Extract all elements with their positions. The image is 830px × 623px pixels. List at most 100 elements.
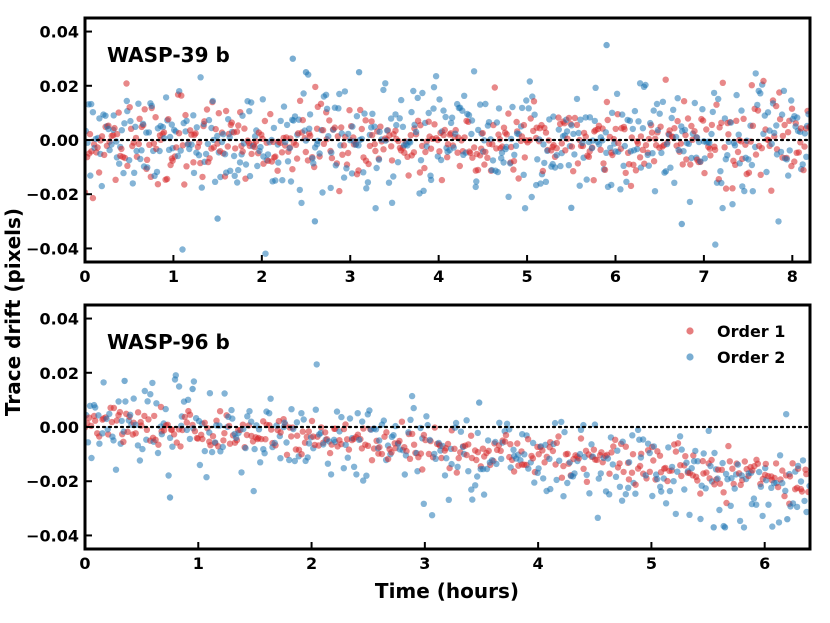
- data-point-2: [227, 167, 234, 174]
- data-point-1: [224, 143, 231, 150]
- data-point-1: [524, 436, 532, 443]
- data-point-2: [635, 118, 642, 125]
- data-point-2: [678, 220, 685, 228]
- data-point-2: [221, 151, 229, 158]
- data-point-2: [551, 419, 559, 427]
- data-point-2: [667, 164, 674, 171]
- data-point-2: [650, 107, 657, 114]
- data-point-2: [794, 462, 802, 470]
- data-point-1: [656, 452, 664, 459]
- data-point-2: [195, 152, 203, 159]
- data-point-2: [184, 396, 192, 403]
- y-tick-label: −0.02: [26, 185, 79, 204]
- data-point-2: [571, 151, 578, 158]
- data-point-2: [541, 159, 548, 167]
- data-point-1: [711, 146, 719, 153]
- data-point-1: [687, 161, 694, 168]
- data-point-2: [534, 156, 541, 163]
- data-point-2: [639, 436, 647, 443]
- x-tick-label: 6: [610, 267, 621, 286]
- data-point-1: [590, 177, 597, 184]
- data-point-2: [300, 416, 307, 423]
- data-point-2: [246, 172, 254, 180]
- data-point-1: [451, 445, 458, 452]
- data-point-1: [421, 164, 428, 172]
- data-point-1: [558, 474, 566, 481]
- data-point-1: [384, 455, 392, 463]
- data-point-1: [719, 79, 726, 87]
- data-point-2: [620, 162, 627, 169]
- data-point-2: [316, 150, 323, 157]
- data-point-2: [722, 470, 730, 478]
- data-point-2: [103, 415, 110, 423]
- data-point-2: [175, 383, 183, 390]
- data-point-1: [444, 154, 451, 161]
- data-point-1: [565, 114, 573, 122]
- data-point-2: [293, 419, 301, 426]
- data-point-1: [380, 146, 387, 153]
- data-point-1: [503, 131, 510, 138]
- data-point-1: [771, 474, 778, 482]
- data-point-2: [238, 469, 245, 476]
- data-point-1: [326, 117, 333, 124]
- data-point-1: [418, 142, 426, 150]
- data-point-2: [354, 410, 361, 417]
- data-point-2: [102, 112, 109, 119]
- data-point-1: [98, 133, 106, 140]
- x-tick-label: 1: [168, 267, 179, 286]
- data-point-2: [417, 157, 425, 164]
- data-point-2: [302, 69, 310, 76]
- x-tick-label: 0: [79, 267, 90, 286]
- data-point-2: [551, 164, 559, 171]
- data-point-1: [748, 82, 755, 89]
- data-point-2: [465, 111, 473, 119]
- data-point-1: [405, 172, 412, 179]
- data-point-1: [378, 450, 386, 458]
- y-tick-label: −0.04: [26, 526, 79, 545]
- data-point-2: [398, 96, 405, 104]
- data-point-1: [697, 490, 704, 497]
- data-point-1: [757, 171, 764, 178]
- data-point-2: [759, 512, 766, 520]
- data-point-2: [608, 181, 615, 189]
- data-point-2: [427, 176, 435, 184]
- data-point-2: [721, 115, 729, 122]
- data-point-1: [684, 115, 692, 122]
- data-point-1: [228, 119, 235, 126]
- data-point-2: [401, 471, 408, 478]
- data-point-1: [417, 450, 425, 457]
- data-point-1: [680, 98, 688, 105]
- data-point-2: [564, 479, 571, 487]
- data-point-1: [331, 124, 338, 131]
- data-point-2: [356, 436, 363, 443]
- data-point-2: [591, 117, 598, 125]
- data-point-1: [274, 167, 281, 174]
- data-point-2: [425, 109, 432, 117]
- data-point-2: [349, 123, 356, 130]
- data-point-1: [568, 143, 576, 150]
- data-point-1: [708, 121, 716, 129]
- data-point-2: [625, 484, 632, 491]
- data-point-1: [520, 121, 528, 129]
- data-point-1: [206, 155, 213, 162]
- data-point-2: [493, 119, 501, 126]
- data-point-1: [737, 481, 744, 489]
- data-point-2: [573, 95, 581, 103]
- data-point-2: [366, 407, 373, 414]
- data-point-2: [639, 125, 647, 132]
- data-point-2: [778, 111, 786, 118]
- x-tick-label: 8: [787, 267, 798, 286]
- data-point-1: [467, 149, 474, 157]
- data-point-2: [291, 457, 298, 465]
- data-point-2: [734, 461, 742, 468]
- data-point-2: [583, 471, 590, 478]
- data-point-2: [646, 449, 653, 457]
- data-point-2: [156, 147, 163, 155]
- data-point-2: [717, 168, 724, 175]
- data-point-1: [150, 140, 158, 147]
- data-point-1: [779, 132, 787, 140]
- data-point-1: [113, 417, 120, 424]
- data-point-2: [144, 398, 151, 405]
- data-point-2: [699, 106, 706, 113]
- data-point-1: [112, 176, 119, 183]
